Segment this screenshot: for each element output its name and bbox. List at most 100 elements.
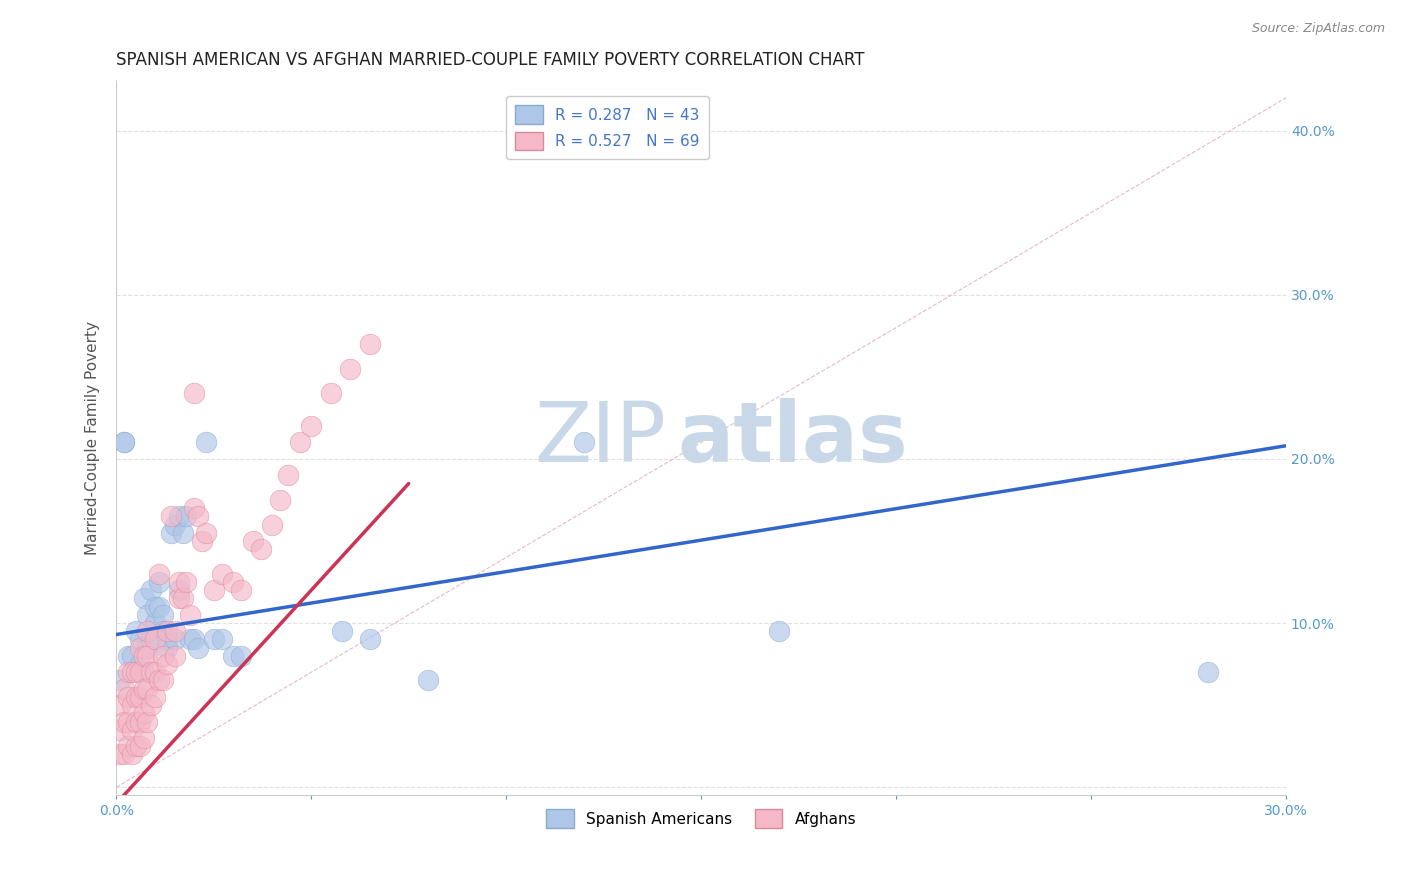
Point: [148, 566, 170, 581]
Point: [143, 615, 166, 630]
Point: [112, 681, 135, 696]
Point: [156, 657, 179, 671]
Point: [572, 435, 595, 450]
Point: [156, 640, 179, 655]
Point: [163, 624, 186, 639]
Point: [359, 337, 381, 351]
Point: [152, 673, 174, 688]
Point: [128, 657, 150, 671]
Point: [121, 698, 143, 712]
Point: [332, 624, 354, 639]
Point: [211, 566, 233, 581]
Point: [156, 624, 179, 639]
Point: [108, 723, 131, 737]
Point: [141, 665, 163, 680]
Point: [222, 574, 245, 589]
Point: [167, 583, 190, 598]
Point: [121, 665, 143, 680]
Point: [183, 501, 205, 516]
Point: [191, 533, 214, 548]
Point: [229, 648, 252, 663]
Point: [141, 583, 163, 598]
Point: [148, 574, 170, 589]
Point: [132, 706, 155, 721]
Point: [339, 361, 361, 376]
Point: [108, 698, 131, 712]
Point: [132, 681, 155, 696]
Point: [229, 583, 252, 598]
Point: [128, 640, 150, 655]
Point: [288, 435, 311, 450]
Point: [156, 632, 179, 647]
Legend: Spanish Americans, Afghans: Spanish Americans, Afghans: [540, 804, 862, 834]
Point: [187, 640, 209, 655]
Point: [148, 599, 170, 614]
Point: [222, 648, 245, 663]
Point: [143, 599, 166, 614]
Point: [202, 632, 225, 647]
Point: [125, 624, 148, 639]
Point: [249, 542, 271, 557]
Point: [167, 574, 190, 589]
Point: [132, 665, 155, 680]
Point: [194, 525, 217, 540]
Point: [167, 591, 190, 606]
Point: [108, 747, 131, 762]
Point: [163, 648, 186, 663]
Point: [125, 739, 148, 753]
Point: [125, 714, 148, 729]
Point: [136, 681, 159, 696]
Point: [768, 624, 790, 639]
Point: [187, 509, 209, 524]
Text: Source: ZipAtlas.com: Source: ZipAtlas.com: [1251, 22, 1385, 36]
Point: [117, 648, 139, 663]
Point: [299, 419, 322, 434]
Point: [108, 673, 131, 688]
Point: [128, 632, 150, 647]
Point: [183, 632, 205, 647]
Point: [179, 632, 201, 647]
Point: [136, 640, 159, 655]
Point: [117, 714, 139, 729]
Point: [242, 533, 264, 548]
Point: [262, 517, 284, 532]
Point: [202, 583, 225, 598]
Point: [121, 747, 143, 762]
Point: [211, 632, 233, 647]
Point: [112, 714, 135, 729]
Point: [160, 525, 183, 540]
Point: [132, 591, 155, 606]
Point: [163, 632, 186, 647]
Point: [176, 509, 198, 524]
Point: [132, 648, 155, 663]
Point: [1197, 665, 1219, 680]
Point: [172, 591, 194, 606]
Point: [176, 574, 198, 589]
Point: [179, 607, 201, 622]
Point: [141, 698, 163, 712]
Point: [136, 648, 159, 663]
Point: [319, 386, 342, 401]
Point: [112, 747, 135, 762]
Point: [160, 509, 183, 524]
Point: [152, 624, 174, 639]
Point: [163, 517, 186, 532]
Point: [121, 723, 143, 737]
Text: SPANISH AMERICAN VS AFGHAN MARRIED-COUPLE FAMILY POVERTY CORRELATION CHART: SPANISH AMERICAN VS AFGHAN MARRIED-COUPL…: [117, 51, 865, 69]
Point: [136, 607, 159, 622]
Point: [277, 468, 299, 483]
Point: [117, 739, 139, 753]
Point: [143, 690, 166, 704]
Point: [148, 673, 170, 688]
Point: [112, 435, 135, 450]
Point: [167, 509, 190, 524]
Point: [121, 648, 143, 663]
Text: atlas: atlas: [678, 398, 908, 479]
Point: [128, 739, 150, 753]
Point: [269, 492, 291, 507]
Point: [143, 665, 166, 680]
Point: [172, 525, 194, 540]
Point: [141, 632, 163, 647]
Point: [125, 665, 148, 680]
Text: ZIP: ZIP: [534, 398, 666, 479]
